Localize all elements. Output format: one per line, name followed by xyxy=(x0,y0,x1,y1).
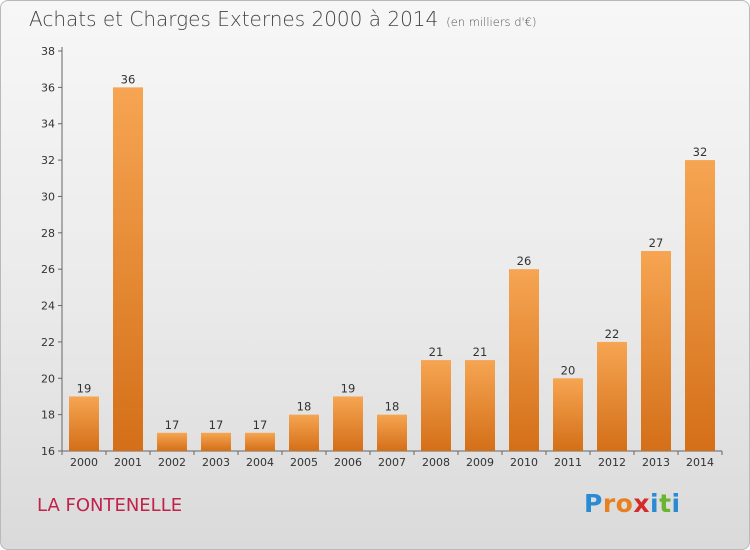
x-tick-label: 2004 xyxy=(246,456,274,469)
y-tick-label: 28 xyxy=(41,227,55,240)
bar xyxy=(465,360,495,451)
bar xyxy=(641,251,671,451)
data-label: 21 xyxy=(473,345,488,359)
data-label: 26 xyxy=(517,254,532,268)
x-tick-label: 2011 xyxy=(554,456,582,469)
data-label: 21 xyxy=(429,345,444,359)
x-tick-label: 2009 xyxy=(466,456,494,469)
x-tick-label: 2013 xyxy=(642,456,670,469)
commune-name: LA FONTENELLE xyxy=(37,495,183,516)
bar xyxy=(201,432,231,451)
y-tick-label: 34 xyxy=(41,118,55,131)
x-tick-label: 2008 xyxy=(422,456,450,469)
chart-title: Achats et Charges Externes 2000 à 2014 (e… xyxy=(29,7,536,31)
x-tick-label: 2012 xyxy=(598,456,626,469)
proxiti-logo: Proxiti xyxy=(584,489,681,518)
axes: 16 18 20 22 24 26 28 30 32 34 36 38 2000 2001 2002 2003… xyxy=(41,45,723,469)
data-label: 27 xyxy=(649,236,664,250)
y-tick-label: 26 xyxy=(41,263,55,276)
y-tick-label: 38 xyxy=(41,45,55,58)
data-label: 17 xyxy=(165,418,180,432)
value-labels: 19 36 17 17 17 18 19 18 21 21 26 20 22 27 32 xyxy=(77,72,708,431)
y-tick-label: 30 xyxy=(41,190,55,203)
data-label: 20 xyxy=(561,363,576,377)
data-label: 19 xyxy=(77,381,92,395)
bar xyxy=(69,396,99,451)
logo-letter: P xyxy=(584,489,603,518)
x-tick-label: 2001 xyxy=(114,456,142,469)
logo-letter: x xyxy=(633,489,650,518)
data-label: 17 xyxy=(253,418,268,432)
bar xyxy=(377,414,407,451)
bar xyxy=(157,432,187,451)
chart-title-text: Achats et Charges Externes 2000 à 2014 xyxy=(29,7,439,31)
y-tick-label: 32 xyxy=(41,154,55,167)
bar xyxy=(685,160,715,451)
data-label: 22 xyxy=(605,327,620,341)
bar xyxy=(597,341,627,451)
x-tick-label: 2007 xyxy=(378,456,406,469)
data-label: 17 xyxy=(209,418,224,432)
bar xyxy=(421,360,451,451)
x-tick-label: 2006 xyxy=(334,456,362,469)
y-tick-label: 22 xyxy=(41,336,55,349)
bars xyxy=(69,87,715,451)
data-label: 18 xyxy=(297,400,312,414)
x-tick-label: 2010 xyxy=(510,456,538,469)
logo-letter: i xyxy=(671,489,681,518)
y-tick-label: 18 xyxy=(41,409,55,422)
logo-letter: t xyxy=(659,489,672,518)
chart-unit: (en milliers d'€) xyxy=(446,15,537,29)
x-tick-label: 2002 xyxy=(158,456,186,469)
x-tick-label: 2014 xyxy=(686,456,714,469)
bar xyxy=(509,269,539,451)
logo-letter: i xyxy=(650,489,660,518)
data-label: 18 xyxy=(385,400,400,414)
bar xyxy=(553,378,583,451)
x-tick-label: 2005 xyxy=(290,456,318,469)
data-label: 19 xyxy=(341,381,356,395)
y-tick-label: 20 xyxy=(41,372,55,385)
y-tick-label: 24 xyxy=(41,300,55,313)
bar xyxy=(333,396,363,451)
y-tick-label: 16 xyxy=(41,445,55,458)
x-tick-label: 2003 xyxy=(202,456,230,469)
data-label: 32 xyxy=(693,145,708,159)
bar xyxy=(289,414,319,451)
y-tick-label: 36 xyxy=(41,81,55,94)
x-tick-label: 2000 xyxy=(70,456,98,469)
bar xyxy=(113,87,143,451)
bar xyxy=(245,432,275,451)
logo-letter: o xyxy=(615,489,634,518)
logo-letter: r xyxy=(602,489,616,518)
data-label: 36 xyxy=(121,72,136,86)
